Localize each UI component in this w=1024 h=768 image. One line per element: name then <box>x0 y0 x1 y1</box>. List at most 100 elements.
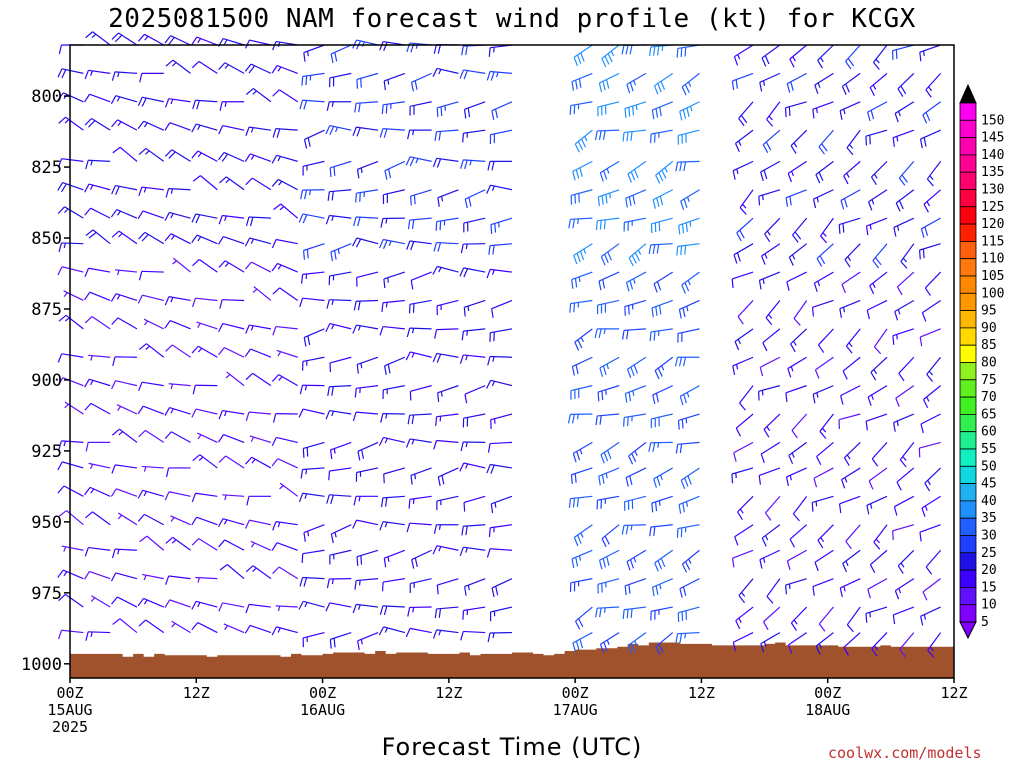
credit-link[interactable]: coolwx.com/models <box>828 744 982 762</box>
wind-barb <box>383 467 406 484</box>
wind-barb <box>786 271 807 291</box>
wind-barb <box>137 210 164 220</box>
wind-barb <box>356 72 379 89</box>
wind-barb <box>300 189 325 200</box>
wind-barb <box>865 606 888 623</box>
wind-barb <box>111 596 138 608</box>
wind-barb <box>357 441 379 461</box>
wind-barb <box>433 44 459 54</box>
wind-barb <box>379 521 405 531</box>
colorbar-swatch <box>959 396 977 415</box>
wind-barb <box>897 549 915 574</box>
wind-barb <box>790 328 808 353</box>
wind-barb <box>677 328 700 343</box>
wind-barb <box>651 578 673 597</box>
wind-barb <box>597 189 620 207</box>
x-tick-label: 12Z <box>688 684 715 702</box>
colorbar-swatch <box>959 413 977 433</box>
x-tick-label: 00Z <box>562 684 589 702</box>
wind-barb <box>651 101 673 120</box>
wind-barb <box>191 36 218 46</box>
wind-barb <box>681 549 700 573</box>
wind-barb <box>594 129 620 141</box>
wind-barb <box>271 154 298 164</box>
colorbar-swatch <box>959 465 977 484</box>
wind-barb <box>650 413 673 429</box>
wind-barb <box>434 129 459 141</box>
wind-barb <box>405 438 432 448</box>
wind-barb <box>111 184 138 196</box>
wind-barb <box>649 328 673 342</box>
wind-barb <box>272 128 298 138</box>
wind-barb <box>653 72 674 95</box>
wind-barb <box>406 240 432 251</box>
wind-barb <box>812 189 834 209</box>
wind-barb <box>681 72 700 96</box>
wind-barb <box>298 600 325 610</box>
wind-barb <box>489 129 513 144</box>
wind-barb <box>491 578 513 598</box>
wind-barb <box>817 328 834 353</box>
wind-barb <box>244 624 272 634</box>
wind-barb <box>842 549 861 573</box>
wind-barb <box>379 325 405 336</box>
wind-barb <box>628 243 647 267</box>
colorbar-label: 150 <box>981 113 1004 128</box>
wind-barb <box>165 536 191 551</box>
wind-barb <box>171 620 191 634</box>
colorbar-swatch <box>959 223 977 242</box>
wind-barb <box>679 101 700 121</box>
colorbar-swatch <box>959 517 977 536</box>
wind-barb <box>869 271 888 295</box>
wind-barb <box>624 578 647 596</box>
wind-barb <box>111 230 138 245</box>
wind-barb <box>137 33 165 46</box>
wind-barb <box>164 233 191 245</box>
wind-barb <box>302 356 325 371</box>
wind-barb <box>568 495 593 508</box>
wind-barb <box>58 44 84 55</box>
wind-barb <box>764 217 781 242</box>
wind-barb <box>407 606 432 617</box>
wind-barb <box>491 299 513 318</box>
wind-barb <box>218 518 245 528</box>
wind-barb <box>571 549 593 569</box>
wind-barb <box>191 297 218 308</box>
wind-barb <box>245 126 271 136</box>
wind-barb <box>245 324 272 334</box>
wind-barb <box>84 570 111 580</box>
wind-barb <box>432 352 459 363</box>
wind-barb <box>678 299 700 319</box>
wind-barb <box>761 243 781 265</box>
wind-barb <box>218 347 245 358</box>
wind-barb <box>460 159 486 170</box>
wind-barb <box>302 243 325 260</box>
wind-barb <box>597 578 620 594</box>
wind-barb <box>786 72 807 93</box>
wind-barb <box>218 151 245 162</box>
wind-barb <box>734 524 754 546</box>
wind-barb <box>191 234 218 245</box>
surface-terrain-layer <box>70 642 954 678</box>
wind-barb <box>191 408 218 418</box>
colorbar-label: 145 <box>981 131 1004 146</box>
wind-barb <box>138 147 165 162</box>
wind-barb <box>405 627 432 638</box>
wind-barb <box>573 243 593 265</box>
colorbar-label: 125 <box>981 200 1004 215</box>
colorbar-label: 70 <box>981 390 997 405</box>
wind-barb <box>218 124 245 135</box>
x-tick-label: 18AUG <box>805 701 850 719</box>
wind-barb <box>381 101 405 115</box>
wind-barb <box>491 101 513 120</box>
wind-barb <box>623 495 647 511</box>
colorbar-swatch <box>959 344 977 363</box>
wind-barb <box>893 495 915 516</box>
wind-barb <box>812 578 834 596</box>
wind-barb <box>219 299 245 309</box>
wind-barb <box>352 126 379 137</box>
wind-barb <box>897 72 915 97</box>
wind-barb <box>165 575 191 585</box>
y-tick-label: 800 <box>31 87 62 107</box>
y-tick-label: 925 <box>31 442 62 462</box>
